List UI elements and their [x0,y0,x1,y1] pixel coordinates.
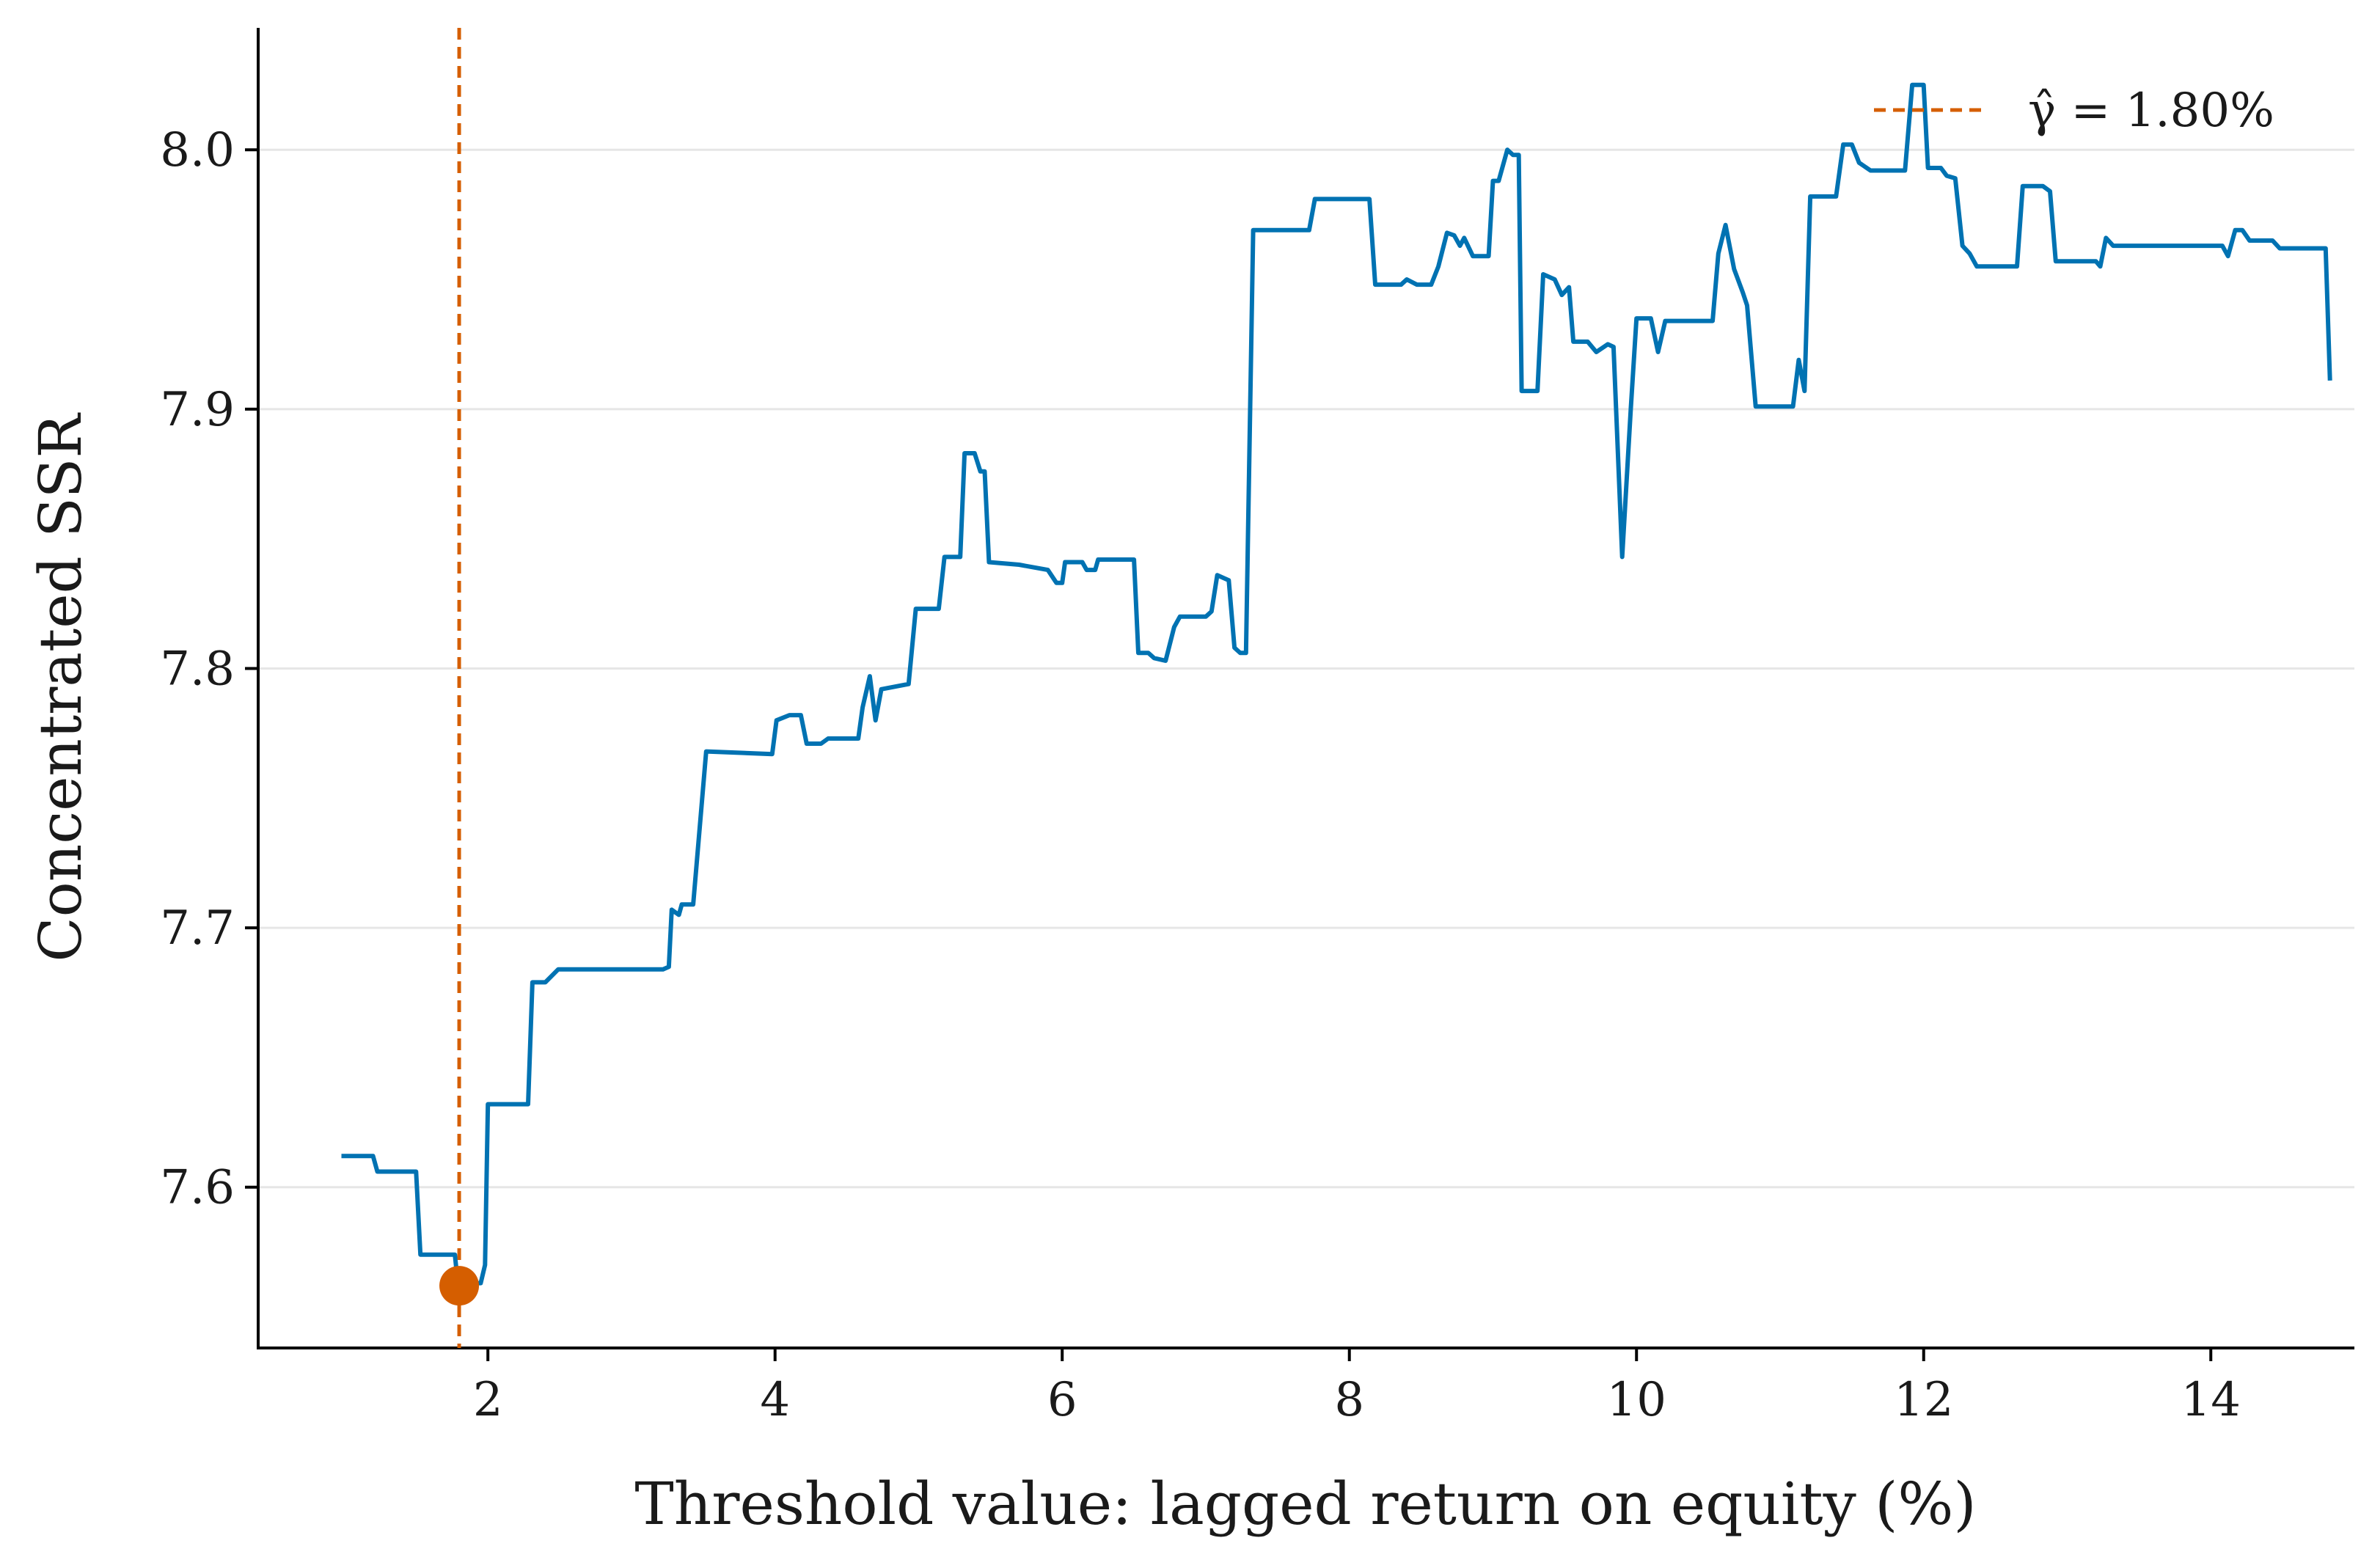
threshold-marker [439,1266,480,1306]
tick-labels: 7.6 7.7 7.8 7.9 8.0 2 4 6 8 10 12 14 [160,123,2241,1427]
axes [257,28,2354,1349]
y-axis-title: Concentrated SSR [26,412,95,962]
x-tick-label: 4 [760,1373,790,1427]
x-tick-label: 12 [1894,1373,1953,1427]
x-tick-label: 10 [1607,1373,1666,1427]
tick-marks [245,148,2213,1361]
x-tick-label: 8 [1334,1373,1364,1427]
y-tick-label: 7.7 [160,901,235,956]
x-axis-title: Threshold value: lagged return on equity… [634,1470,1976,1538]
plot-area [341,28,2332,1348]
legend: γ̂ = 1.80% [1874,84,2274,138]
y-tick-label: 7.8 [160,642,235,696]
y-tick-label: 7.9 [160,383,235,437]
x-tick-label: 14 [2181,1373,2241,1427]
x-tick-label: 6 [1047,1373,1077,1427]
y-tick-label: 8.0 [160,123,235,177]
y-tick-label: 7.6 [160,1161,235,1215]
grid-lines [258,148,2354,1189]
ssr-series-line [341,82,2332,1286]
x-tick-label: 2 [473,1373,503,1427]
legend-label: γ̂ = 1.80% [2028,84,2274,138]
